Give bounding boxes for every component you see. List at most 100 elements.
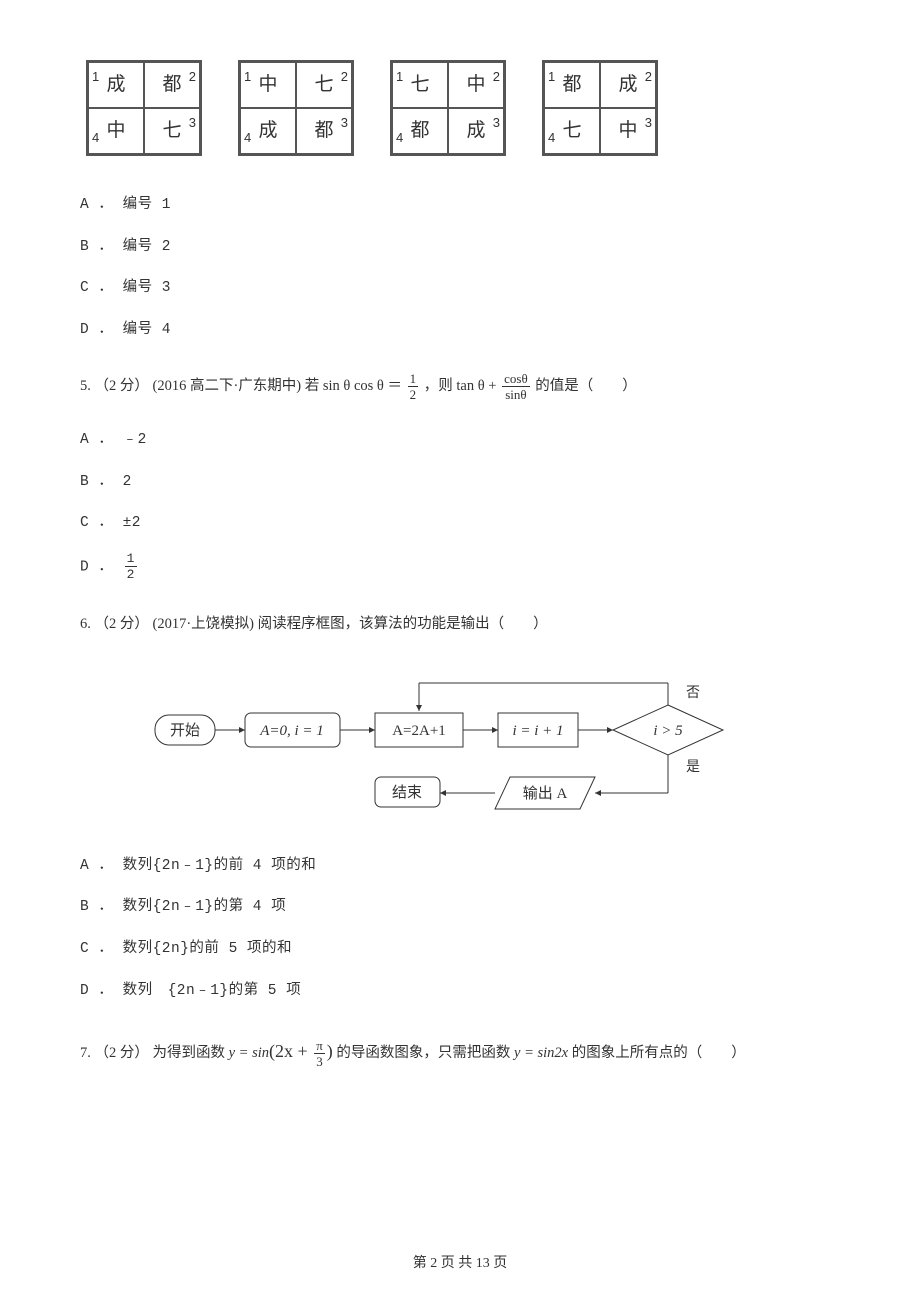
cell-char: 七 <box>162 113 181 149</box>
corner-num: 3 <box>341 111 348 136</box>
q7-expr1-frac: π 3 <box>314 1039 325 1068</box>
flowchart-wrap: 开始 A=0, i = 1 A=2A+1 i = i + 1 i > 5 <box>80 665 840 825</box>
q7-expr1-y: y = sin <box>229 1045 269 1061</box>
frac-num: 1 <box>125 552 137 566</box>
q7-expr2: y = sin2x <box>514 1045 568 1061</box>
q5-options: A ． ﹣2 B ． 2 C ． ±2 D ． 1 2 <box>80 427 840 582</box>
flow-init: A=0, i = 1 <box>259 723 324 739</box>
flow-start: 开始 <box>170 722 200 739</box>
option-b: B ． 编号 2 <box>80 234 840 262</box>
option-d-prefix: D ． <box>80 559 123 575</box>
frac-num: 1 <box>408 372 419 386</box>
q5-mid: ，则 tan θ + <box>424 378 500 394</box>
table-3: 1七 2中 4都 3成 <box>390 60 506 156</box>
cell-char: 成 <box>258 113 277 149</box>
q5-frac2: cosθ sinθ <box>502 372 530 401</box>
flow-yes-label: 是 <box>686 760 700 775</box>
cell: 3都 <box>296 108 352 154</box>
corner-num: 4 <box>244 126 251 151</box>
option-d-frac: 1 2 <box>125 552 137 581</box>
corner-num: 1 <box>396 65 403 90</box>
corner-num: 4 <box>92 126 99 151</box>
cell: 4七 <box>544 108 600 154</box>
q4-options: A ． 编号 1 B ． 编号 2 C ． 编号 3 D ． 编号 4 <box>80 192 840 344</box>
q7-expr1-close: ) <box>327 1041 333 1061</box>
cell-char: 中 <box>618 113 637 149</box>
frac-den: 3 <box>314 1053 325 1068</box>
option-d: D ． 1 2 <box>80 552 840 582</box>
flow-step2: i = i + 1 <box>512 723 563 739</box>
option-c: C ． 数列{2n}的前 5 项的和 <box>80 936 840 964</box>
cell: 2都 <box>144 62 200 108</box>
corner-num: 2 <box>189 65 196 90</box>
corner-num: 4 <box>548 126 555 151</box>
cell: 1中 <box>240 62 296 108</box>
corner-num: 1 <box>92 65 99 90</box>
table-1: 1成 2都 4中 3七 <box>86 60 202 156</box>
frac-num: π <box>314 1039 325 1053</box>
cell: 4成 <box>240 108 296 154</box>
cell-char: 都 <box>162 67 181 103</box>
exam-page: 1成 2都 4中 3七 1中 2七 4成 3都 1七 2中 4都 3成 1都 2… <box>0 0 920 1302</box>
cell-char: 都 <box>562 67 581 103</box>
cell-char: 七 <box>314 67 333 103</box>
frac-den: sinθ <box>502 386 530 401</box>
corner-num: 1 <box>244 65 251 90</box>
frac-den: 2 <box>125 566 137 581</box>
q6-options: A ． 数列{2n﹣1}的前 4 项的和 B ． 数列{2n﹣1}的第 4 项 … <box>80 853 840 1005</box>
cell-char: 都 <box>410 113 429 149</box>
cell: 3中 <box>600 108 656 154</box>
cell: 1成 <box>88 62 144 108</box>
frac-den: 2 <box>408 386 419 401</box>
corner-num: 2 <box>645 65 652 90</box>
flow-cond: i > 5 <box>653 723 683 739</box>
cell: 4中 <box>88 108 144 154</box>
cell-char: 中 <box>258 67 277 103</box>
cell: 2七 <box>296 62 352 108</box>
cell-char: 成 <box>106 67 125 103</box>
cell: 4都 <box>392 108 448 154</box>
corner-num: 1 <box>548 65 555 90</box>
option-b: B ． 2 <box>80 469 840 497</box>
table-2: 1中 2七 4成 3都 <box>238 60 354 156</box>
cell-char: 成 <box>466 113 485 149</box>
flow-out: 输出 A <box>523 785 568 802</box>
cell: 3成 <box>448 108 504 154</box>
flow-end: 结束 <box>392 784 422 801</box>
q5-frac1: 1 2 <box>408 372 419 401</box>
option-a: A ． 数列{2n﹣1}的前 4 项的和 <box>80 853 840 881</box>
q5-stem: 5. （2 分） (2016 高二下·广东期中) 若 sin θ cos θ ＝… <box>80 372 840 401</box>
cell-char: 都 <box>314 113 333 149</box>
q7-prefix: 7. （2 分） 为得到函数 <box>80 1045 225 1061</box>
cell-char: 七 <box>410 67 429 103</box>
corner-num: 3 <box>645 111 652 136</box>
cell: 2成 <box>600 62 656 108</box>
q7-expr1-open: (2x + <box>269 1041 312 1061</box>
cell-char: 成 <box>618 67 637 103</box>
flow-step1: A=2A+1 <box>392 723 446 739</box>
q5-prefix: 5. （2 分） (2016 高二下·广东期中) 若 sin θ cos θ ＝ <box>80 378 406 394</box>
page-footer: 第 2 页 共 13 页 <box>0 1251 920 1278</box>
option-c: C ． ±2 <box>80 510 840 538</box>
option-b: B ． 数列{2n﹣1}的第 4 项 <box>80 894 840 922</box>
option-a: A ． ﹣2 <box>80 427 840 455</box>
cell-char: 中 <box>106 113 125 149</box>
option-tables-row: 1成 2都 4中 3七 1中 2七 4成 3都 1七 2中 4都 3成 1都 2… <box>86 60 840 156</box>
corner-num: 2 <box>493 65 500 90</box>
cell: 1都 <box>544 62 600 108</box>
option-d: D ． 编号 4 <box>80 317 840 345</box>
corner-num: 2 <box>341 65 348 90</box>
option-a: A ． 编号 1 <box>80 192 840 220</box>
table-4: 1都 2成 4七 3中 <box>542 60 658 156</box>
flowchart-svg: 开始 A=0, i = 1 A=2A+1 i = i + 1 i > 5 <box>150 665 770 825</box>
cell: 1七 <box>392 62 448 108</box>
cell: 2中 <box>448 62 504 108</box>
corner-num: 3 <box>493 111 500 136</box>
q7-suffix: 的图象上所有点的（ ） <box>572 1045 746 1061</box>
q5-suffix: 的值是（ ） <box>535 378 637 394</box>
q6-stem: 6. （2 分） (2017·上饶模拟) 阅读程序框图，该算法的功能是输出（ ） <box>80 610 840 639</box>
cell: 3七 <box>144 108 200 154</box>
frac-num: cosθ <box>502 372 530 386</box>
corner-num: 3 <box>189 111 196 136</box>
cell-char: 中 <box>466 67 485 103</box>
